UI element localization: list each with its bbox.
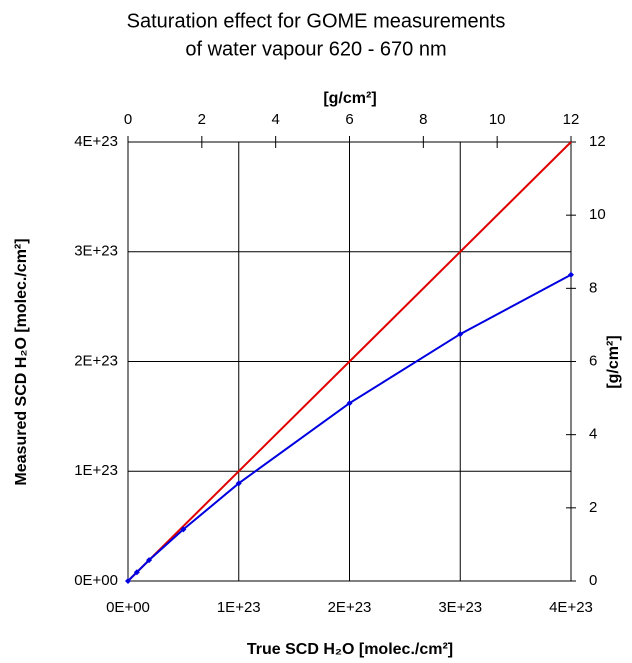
data-point [568,271,574,278]
y-tick-label: 2E+23 [74,352,118,369]
x2-tick-label: 0 [124,111,132,128]
x2-tick-label: 12 [563,111,580,128]
x2-axis-title: [g/cm²] [323,90,376,107]
x-tick-label: 4E+23 [549,599,593,616]
y2-tick-label: 2 [589,499,597,516]
y2-axis-title: [g/cm²] [605,335,622,388]
data-point [125,578,131,584]
y2-tick-label: 6 [589,352,597,369]
x2-tick-label: 6 [345,111,353,128]
x-tick-label: 2E+23 [328,599,372,616]
data-line [127,273,572,582]
y2-tick-label: 0 [589,572,597,589]
x2-tick-label: 10 [489,111,506,128]
y2-tick-label: 4 [589,426,597,443]
x2-tick-label: 8 [419,111,427,128]
y2-tick-label: 12 [589,133,606,150]
y-tick-label: 3E+23 [74,243,118,260]
x-tick-label: 0E+00 [106,599,150,616]
data-point [180,526,187,533]
y-tick-label: 4E+23 [74,133,118,150]
y-axis-title: Measured SCD H₂O [molec./cm²] [13,238,30,485]
y-tick-label: 0E+00 [74,572,118,589]
y-tick-label: 1E+23 [74,462,118,479]
data-point [146,557,153,564]
x2-tick-label: 2 [198,111,206,128]
data-point [235,480,242,487]
data-point [457,331,464,338]
y2-tick-label: 8 [589,279,597,296]
x-tick-label: 1E+23 [217,599,261,616]
plot-frame [127,141,572,582]
chart-title: Saturation effect for GOME measurements [127,10,506,32]
data-line [127,141,572,582]
x2-tick-label: 4 [271,111,279,128]
x-tick-label: 3E+23 [438,599,482,616]
data-point [133,569,140,576]
data-point [346,400,353,407]
y2-tick-label: 10 [589,206,606,223]
chart-title: of water vapour 620 - 670 nm [185,38,446,60]
x-axis-title: True SCD H₂O [molec./cm²] [247,641,453,658]
